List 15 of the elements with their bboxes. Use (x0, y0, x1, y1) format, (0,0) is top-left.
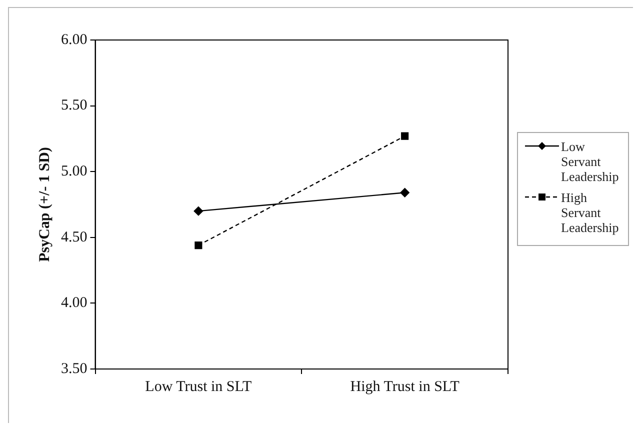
y-tick-label: 6.00 (61, 32, 88, 48)
legend-label: Low Servant Leadership (561, 139, 620, 184)
point (194, 242, 202, 250)
point (400, 188, 410, 198)
y-tick-label: 4.50 (61, 229, 88, 246)
y-tick-label: 4.00 (61, 295, 88, 312)
x-tick-label: High Trust in SLT (350, 378, 460, 395)
y-axis-title: PsyCap (+/- 1 SD) (36, 147, 53, 262)
point (401, 132, 409, 140)
x-tick-label: Low Trust in SLT (145, 378, 252, 395)
y-tick-label: 3.50 (61, 360, 88, 377)
point (194, 206, 204, 216)
y-tick-label: 5.00 (61, 164, 88, 180)
y-tick-label: 5.50 (61, 98, 88, 114)
legend-label: High Servant Leadership (561, 190, 620, 235)
